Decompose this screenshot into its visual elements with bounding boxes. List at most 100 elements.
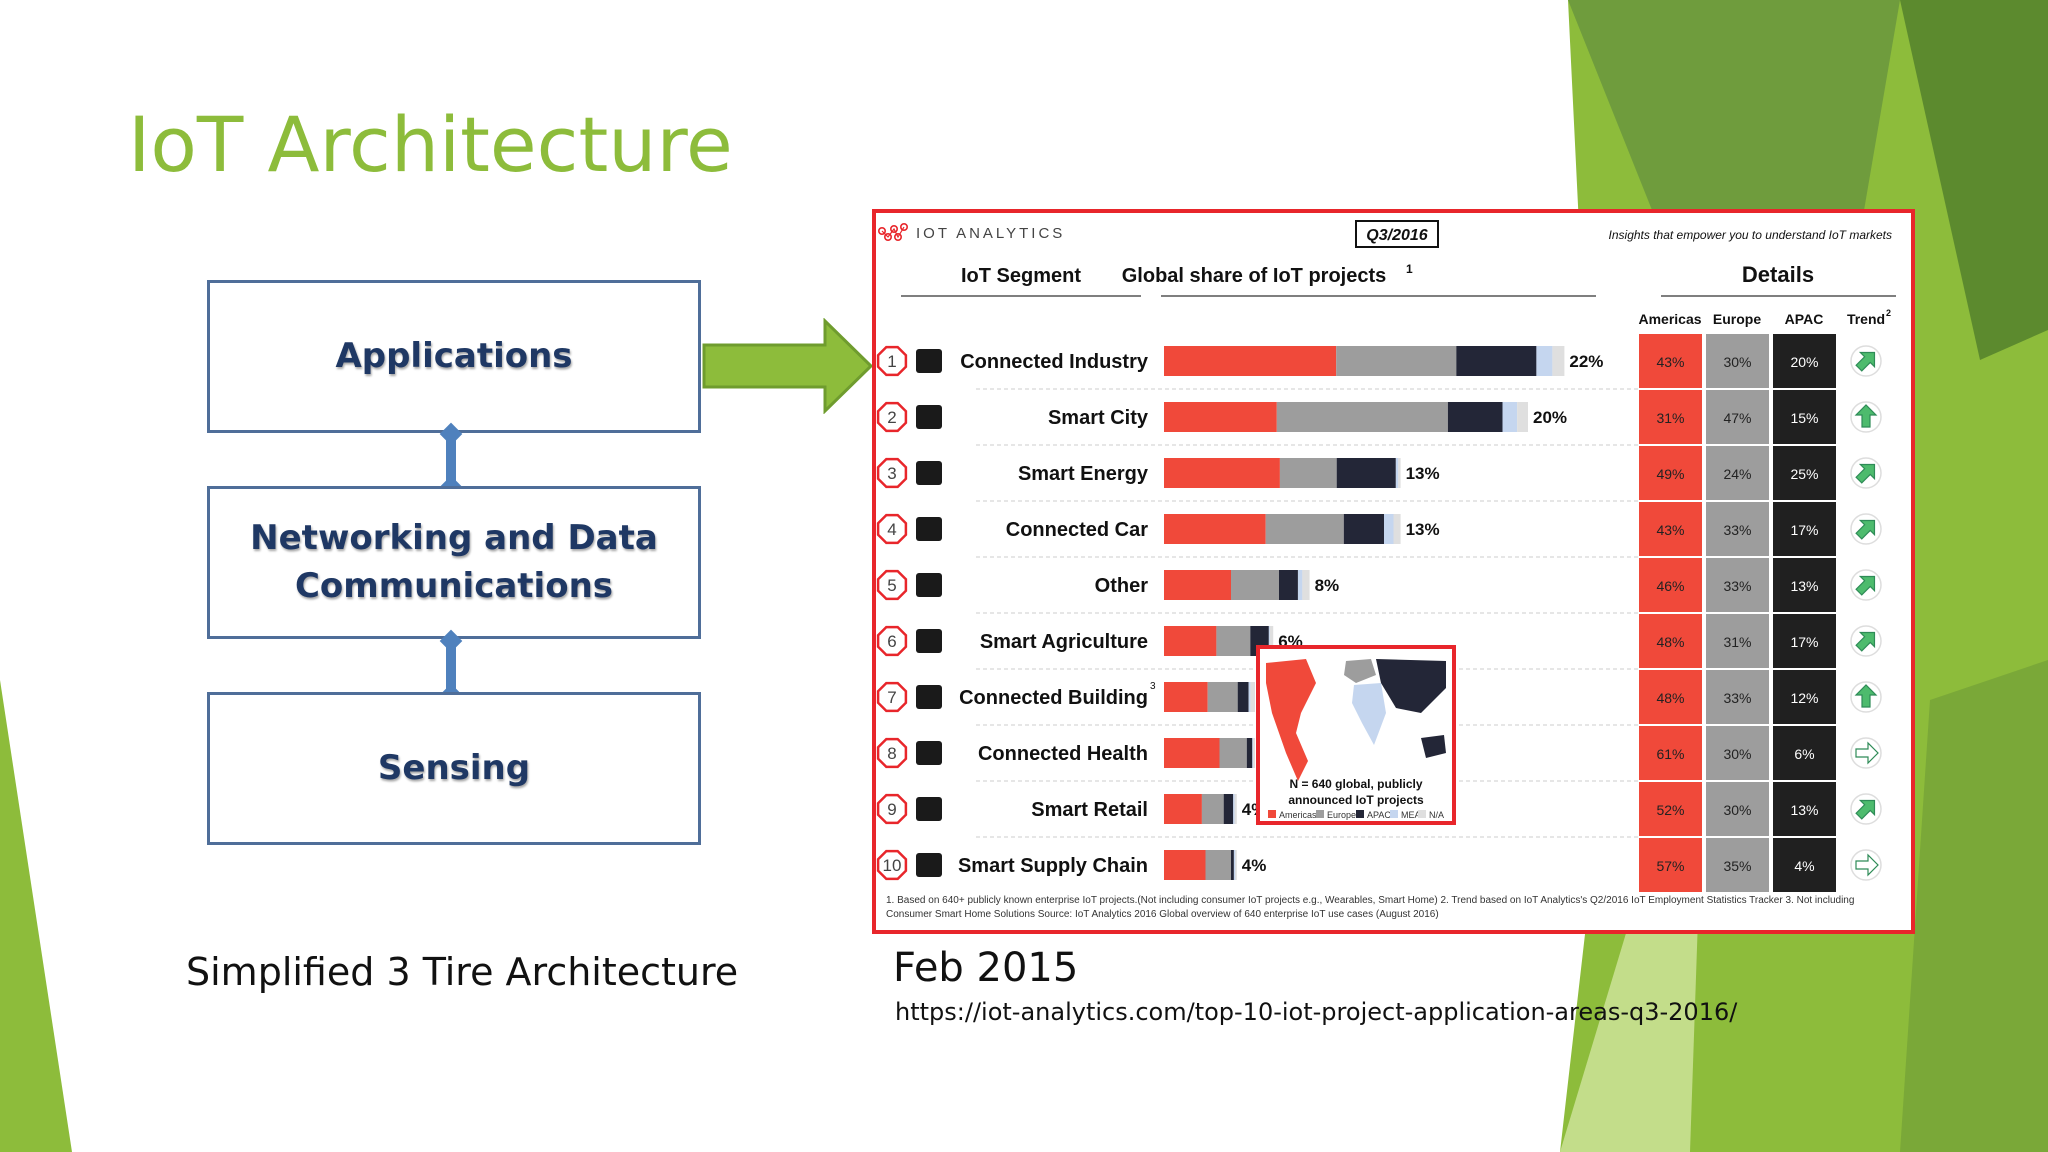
trend-arrow-icon	[1854, 404, 1878, 428]
detail-cell	[1773, 614, 1836, 668]
header-superscript: 1	[1406, 262, 1413, 276]
bar-segment	[1201, 794, 1224, 824]
bar-segment	[1164, 682, 1208, 712]
period-label: Q3/2016	[1366, 227, 1427, 244]
bar-segment	[1447, 402, 1503, 432]
map-americas	[1266, 659, 1316, 781]
detail-value: 6%	[1794, 746, 1814, 762]
footnote: 1. Based on 640+ publicly known enterpri…	[886, 895, 1854, 906]
trend-arrow-icon	[1854, 684, 1878, 708]
detail-value: 57%	[1656, 858, 1684, 874]
detail-cell	[1639, 502, 1702, 556]
bar-segment	[1164, 626, 1217, 656]
bar-segment	[1502, 402, 1518, 432]
rank-badge	[876, 849, 908, 881]
brand-name: IOT ANALYTICS	[916, 225, 1065, 242]
source-url[interactable]: https://iot-analytics.com/top-10-iot-pro…	[895, 998, 1738, 1026]
bar-segment	[1276, 402, 1448, 432]
detail-value: 33%	[1723, 690, 1751, 706]
logo-icon	[881, 226, 905, 239]
trend-arrow-icon	[1855, 519, 1876, 540]
tier-networking: Networking and Data Communications	[207, 486, 701, 639]
medkit-icon	[916, 741, 942, 765]
rank-badge	[876, 401, 908, 433]
detail-value: 24%	[1723, 466, 1751, 482]
legend-swatch	[1418, 810, 1426, 818]
segment-label: Smart Energy	[1018, 463, 1149, 485]
detail-column-header: APAC	[1785, 311, 1824, 327]
bar-segment	[1279, 570, 1298, 600]
legend-label: N/A	[1429, 810, 1444, 820]
share-label: 13%	[1406, 520, 1440, 539]
background-left-wedge	[0, 680, 72, 1152]
pointer-arrow-icon	[702, 318, 874, 414]
detail-cell	[1706, 838, 1769, 892]
chart-canvas: IOT ANALYTICS Q3/2016 Insights that empowe…	[876, 220, 1896, 920]
bar-segment	[1164, 738, 1220, 768]
bar-segment	[1395, 458, 1399, 488]
share-label: 20%	[1533, 408, 1567, 427]
map-europe	[1344, 659, 1376, 683]
legend-label: Americas	[1279, 810, 1317, 820]
detail-cell	[1773, 390, 1836, 444]
bar-segment	[1205, 850, 1231, 880]
rank-badge	[876, 345, 908, 377]
logo-icon	[884, 232, 893, 241]
detail-value: 20%	[1790, 354, 1818, 370]
tier-connector	[446, 639, 456, 693]
segment-label: Connected Car	[1006, 519, 1148, 541]
tier-sensing: Sensing	[207, 692, 701, 845]
bar-segment	[1235, 850, 1237, 880]
detail-value: 61%	[1656, 746, 1684, 762]
detail-cell	[1706, 390, 1769, 444]
detail-cell	[1639, 558, 1702, 612]
bar-segment	[1233, 850, 1236, 880]
segment-superscript: 3	[1150, 681, 1156, 692]
legend-swatch	[1316, 810, 1324, 818]
bar-segment	[1219, 738, 1247, 768]
rank-number: 7	[887, 688, 896, 707]
detail-cell	[1706, 446, 1769, 500]
legend-swatch	[1390, 810, 1398, 818]
segment-label: Connected Building	[959, 687, 1148, 709]
background-band-lower	[1900, 660, 2048, 1152]
tier-connector	[446, 433, 456, 487]
building-icon	[916, 685, 942, 709]
logo-icon	[890, 225, 899, 234]
architecture-caption: Simplified 3 Tire Architecture	[186, 950, 739, 994]
bar-segment	[1234, 794, 1237, 824]
segment-label: Smart Retail	[1031, 799, 1148, 821]
bar-segment	[1216, 626, 1251, 656]
rank-number: 3	[887, 464, 896, 483]
map-apac	[1376, 659, 1446, 713]
detail-cell	[1639, 614, 1702, 668]
robot-arm-icon	[916, 349, 942, 373]
detail-cell	[1639, 726, 1702, 780]
share-icon	[916, 573, 942, 597]
bar-segment	[1231, 570, 1279, 600]
detail-value: 33%	[1723, 522, 1751, 538]
detail-cell	[1706, 614, 1769, 668]
bar-segment	[1269, 626, 1274, 656]
detail-cell	[1706, 502, 1769, 556]
column-header-segment: IoT Segment	[961, 265, 1081, 287]
map-caption: announced IoT projects	[1288, 793, 1424, 807]
bar-segment	[1517, 402, 1528, 432]
globe-truck-icon	[916, 853, 942, 877]
bar-segment	[1164, 570, 1231, 600]
detail-value: 17%	[1790, 634, 1818, 650]
trend-arrow-icon	[1855, 463, 1876, 484]
bar-segment	[1231, 850, 1234, 880]
logo-icon	[899, 223, 908, 232]
rank-number: 6	[887, 632, 896, 651]
rank-badge	[876, 681, 908, 713]
detail-column-header: Americas	[1638, 311, 1701, 327]
detail-cell	[1773, 446, 1836, 500]
logo-icon	[893, 232, 902, 241]
trend-arrow-icon	[1855, 741, 1879, 765]
bar-segment	[1164, 514, 1266, 544]
bar-segment	[1246, 738, 1253, 768]
detail-cell	[1639, 446, 1702, 500]
slide-title: IoT Architecture	[128, 100, 733, 189]
bar-segment	[1164, 794, 1202, 824]
